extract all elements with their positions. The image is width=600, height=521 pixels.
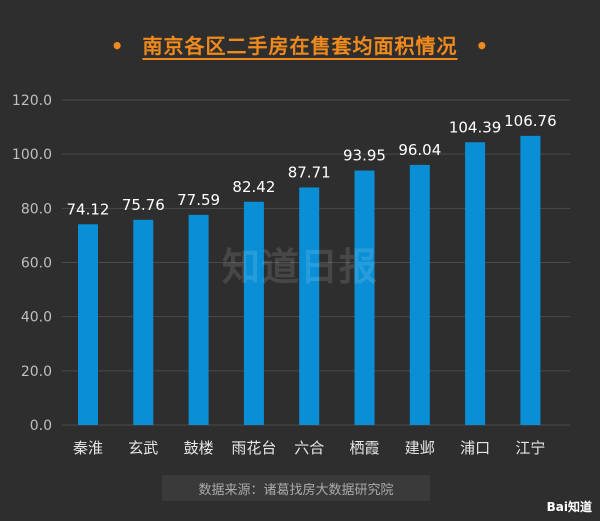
y-tick-label: 100.0 — [12, 147, 52, 163]
bar-value-label: 106.76 — [504, 112, 557, 130]
y-tick-label: 0.0 — [30, 418, 52, 434]
y-tick-label: 80.0 — [21, 201, 52, 217]
x-tick-label: 栖霞 — [349, 439, 379, 457]
bar — [520, 135, 541, 425]
y-tick-label: 40.0 — [21, 310, 52, 326]
chart-title: • 南京各区二手房在售套均面积情况 • — [0, 30, 600, 59]
x-tick-label: 玄武 — [128, 439, 158, 457]
watermark: 知道日报 — [222, 245, 379, 289]
bar — [243, 201, 264, 425]
bar-value-label: 75.76 — [122, 196, 165, 214]
x-tick-label: 雨花台 — [231, 439, 276, 457]
bar — [354, 170, 375, 425]
bar — [465, 142, 486, 425]
x-tick-label: 江宁 — [515, 439, 545, 457]
bar — [188, 214, 209, 425]
x-tick-label: 建邺 — [405, 439, 435, 457]
bar — [133, 219, 154, 425]
title-bullet-right: • — [475, 34, 490, 58]
bar-value-label: 93.95 — [343, 147, 386, 165]
bar-value-label: 74.12 — [67, 200, 110, 218]
x-tick-label: 浦口 — [460, 439, 490, 457]
bar — [299, 187, 320, 425]
x-tick-label: 秦淮 — [73, 439, 103, 457]
bar-value-label: 96.04 — [398, 141, 441, 159]
bar-value-label: 82.42 — [232, 178, 275, 196]
title-bullet-left: • — [110, 34, 125, 58]
bar-value-label: 87.71 — [288, 163, 331, 181]
y-tick-label: 60.0 — [21, 256, 52, 272]
chart-title-text: 南京各区二手房在售套均面积情况 — [142, 34, 458, 58]
y-tick-label: 120.0 — [12, 93, 52, 109]
y-tick-label: 20.0 — [21, 364, 52, 380]
bar-value-label: 104.39 — [449, 118, 502, 136]
baidu-logo: Bai知道 — [546, 500, 592, 514]
x-tick-label: 六合 — [294, 439, 324, 457]
bar — [409, 164, 430, 425]
bar — [78, 224, 98, 425]
bar-value-label: 77.59 — [177, 191, 220, 209]
source-note: 数据来源：诸葛找房大数据研究院 — [162, 475, 430, 501]
x-tick-label: 鼓楼 — [184, 439, 214, 457]
